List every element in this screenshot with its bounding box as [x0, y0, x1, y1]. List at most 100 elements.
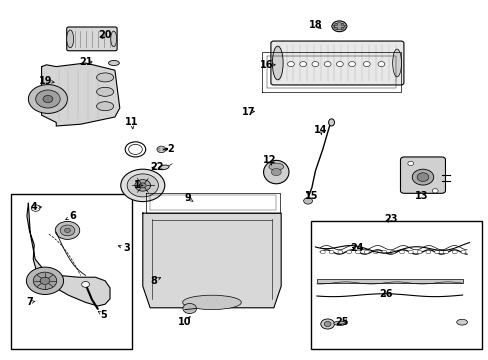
Text: 14: 14 [313, 125, 326, 135]
Circle shape [303, 198, 312, 204]
Circle shape [381, 250, 386, 254]
Text: 19: 19 [39, 76, 52, 86]
Text: 11: 11 [125, 117, 139, 127]
Circle shape [320, 250, 325, 254]
Circle shape [399, 250, 404, 254]
Ellipse shape [110, 31, 116, 47]
Circle shape [331, 25, 334, 27]
FancyBboxPatch shape [400, 157, 445, 193]
Text: 2: 2 [166, 144, 173, 154]
Circle shape [355, 250, 360, 254]
Circle shape [121, 169, 164, 202]
Circle shape [334, 23, 344, 30]
Circle shape [348, 62, 355, 67]
Circle shape [372, 250, 377, 254]
Circle shape [127, 174, 158, 197]
Circle shape [33, 272, 57, 289]
Text: 13: 13 [414, 191, 427, 201]
Bar [316, 279, 462, 283]
Circle shape [40, 277, 50, 284]
Text: 4: 4 [30, 202, 37, 212]
Text: 8: 8 [150, 276, 157, 286]
Ellipse shape [263, 161, 288, 184]
Circle shape [157, 146, 165, 153]
Text: 18: 18 [308, 20, 322, 30]
Circle shape [451, 250, 456, 254]
Circle shape [416, 250, 421, 254]
Ellipse shape [128, 144, 142, 154]
Text: 3: 3 [123, 243, 130, 253]
Text: 21: 21 [79, 57, 92, 67]
Circle shape [363, 62, 369, 67]
Circle shape [55, 221, 80, 239]
Circle shape [431, 189, 437, 193]
Ellipse shape [66, 30, 73, 48]
Ellipse shape [333, 321, 346, 325]
Circle shape [311, 62, 318, 67]
Text: 7: 7 [26, 297, 33, 307]
Ellipse shape [158, 165, 169, 170]
Circle shape [43, 95, 53, 103]
Polygon shape [41, 63, 120, 126]
Text: 20: 20 [98, 30, 112, 40]
Circle shape [411, 169, 433, 185]
Text: 22: 22 [150, 162, 163, 172]
Text: 23: 23 [384, 214, 397, 224]
Circle shape [64, 228, 70, 233]
Circle shape [425, 250, 430, 254]
Ellipse shape [96, 102, 113, 111]
Circle shape [324, 321, 330, 327]
Ellipse shape [331, 21, 346, 32]
Text: 9: 9 [184, 193, 191, 203]
Circle shape [31, 205, 40, 211]
Circle shape [60, 225, 75, 236]
Text: 16: 16 [260, 60, 273, 70]
Circle shape [346, 250, 351, 254]
Text: 24: 24 [349, 243, 363, 253]
Circle shape [334, 27, 337, 30]
Ellipse shape [456, 319, 467, 325]
Circle shape [183, 303, 196, 314]
Text: 26: 26 [379, 289, 392, 300]
Text: 25: 25 [335, 317, 348, 327]
Circle shape [271, 168, 281, 176]
Circle shape [135, 180, 150, 191]
Circle shape [81, 282, 89, 287]
Bar [310, 221, 481, 349]
Circle shape [344, 25, 346, 27]
FancyBboxPatch shape [270, 41, 403, 85]
Circle shape [299, 62, 306, 67]
Circle shape [36, 90, 60, 108]
Circle shape [390, 250, 395, 254]
Circle shape [364, 250, 368, 254]
Text: 5: 5 [100, 310, 107, 320]
Ellipse shape [96, 87, 113, 96]
Text: 15: 15 [305, 191, 318, 201]
Ellipse shape [183, 295, 241, 310]
Circle shape [324, 62, 330, 67]
Text: 12: 12 [263, 155, 276, 165]
Circle shape [139, 183, 146, 188]
Circle shape [28, 85, 67, 113]
Circle shape [377, 62, 384, 67]
Text: 10: 10 [178, 317, 191, 327]
Circle shape [320, 319, 334, 329]
FancyBboxPatch shape [66, 27, 117, 51]
Circle shape [416, 173, 428, 181]
Circle shape [328, 250, 333, 254]
Ellipse shape [328, 119, 334, 126]
Ellipse shape [125, 142, 145, 157]
Ellipse shape [268, 163, 283, 170]
Circle shape [337, 250, 342, 254]
Ellipse shape [272, 46, 283, 80]
Polygon shape [142, 213, 281, 308]
Circle shape [434, 250, 439, 254]
Ellipse shape [392, 49, 401, 77]
Circle shape [443, 250, 447, 254]
Ellipse shape [108, 60, 119, 66]
Circle shape [407, 250, 412, 254]
Circle shape [336, 62, 343, 67]
Circle shape [407, 161, 413, 166]
Circle shape [340, 27, 343, 30]
Ellipse shape [96, 73, 113, 82]
